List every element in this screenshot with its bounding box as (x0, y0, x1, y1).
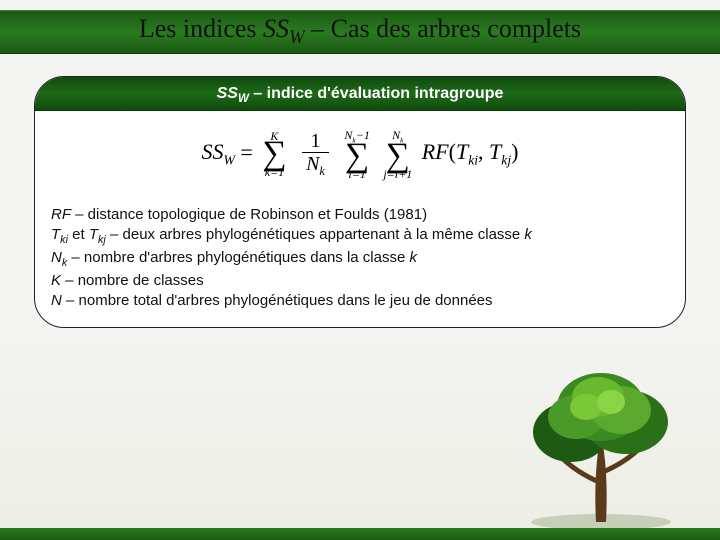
desc-line-1: RF – distance topologique de Robinson et… (51, 205, 669, 225)
f-rparen: ) (511, 139, 518, 164)
tree-icon (506, 362, 696, 532)
f-ss-sub: W (224, 153, 235, 168)
sigma-icon: ∑ (262, 140, 286, 168)
f-ki: ki (468, 153, 478, 168)
title-prefix: Les indices (139, 14, 263, 43)
f-eq: = (240, 139, 258, 164)
card-header: SSW – indice d'évaluation intragroupe (35, 77, 685, 111)
fraction: 1 Nk (302, 131, 329, 177)
content-card: SSW – indice d'évaluation intragroupe SS… (34, 76, 686, 328)
f-ssw: SSW (202, 139, 235, 164)
bottom-bar (0, 528, 720, 540)
desc-line-5: N – nombre total d'arbres phylogénétique… (51, 291, 669, 311)
f-lparen: ( (449, 139, 456, 164)
desc-line-3: Nk – nombre d'arbres phylogénétiques dan… (51, 248, 669, 271)
frac-den-n: N (306, 153, 319, 175)
f-rf: RF (422, 139, 449, 164)
frac-num: 1 (302, 131, 329, 153)
frac-den-sub: k (319, 164, 325, 178)
desc-line-4: K – nombre de classes (51, 271, 669, 291)
sigma-icon: ∑ (383, 142, 412, 170)
slide-title: Les indices SSW – Cas des arbres complet… (0, 14, 720, 49)
title-suffix: – Cas des arbres complets (305, 14, 582, 43)
title-sub-w: W (289, 27, 305, 48)
header-rest: – indice d'évaluation intragroupe (249, 85, 504, 102)
d4-rest: – nombre de classes (61, 272, 204, 289)
header-ss: SS (217, 85, 238, 102)
d3-n: N (51, 249, 62, 266)
d1-rest: – distance topologique de Robinson et Fo… (71, 206, 427, 223)
d2-k: k (524, 226, 532, 243)
d3-k2: k (410, 249, 418, 266)
slide: Les indices SSW – Cas des arbres complet… (0, 0, 720, 540)
d2-kj: kj (98, 234, 106, 246)
header-sub-w: W (238, 93, 249, 105)
title-ss: SS (263, 14, 289, 43)
f-t1: T (456, 139, 468, 164)
d2-t2: T (89, 226, 98, 243)
frac-den: Nk (302, 153, 329, 177)
d3-rest: – nombre d'arbres phylogénétiques dans l… (67, 249, 409, 266)
d2-t1: T (51, 226, 60, 243)
f-rf-term: RF(Tki, Tkj) (422, 139, 519, 164)
d2-and: et (68, 226, 89, 243)
d2-rest: – deux arbres phylogénétiques appartenan… (106, 226, 525, 243)
f-ss: SS (202, 139, 224, 164)
desc-line-2: Tki et Tkj – deux arbres phylogénétiques… (51, 225, 669, 248)
f-comma: , (478, 139, 489, 164)
sum2: Nk−1 ∑ i=1 (344, 129, 369, 180)
d2-ki: ki (60, 234, 68, 246)
description: RF – distance topologique de Robinson et… (51, 205, 669, 311)
d1-rf: RF (51, 206, 71, 223)
sigma-icon: ∑ (344, 142, 369, 170)
f-kj: kj (501, 153, 511, 168)
f-t2: T (489, 139, 501, 164)
sum1-bot: k=1 (262, 166, 286, 178)
sum1: K ∑ k=1 (262, 130, 286, 178)
sum3: Nk ∑ j=i+1 (383, 129, 412, 180)
d5-n: N (51, 292, 62, 309)
d4-k: K (51, 272, 61, 289)
formula: SSW = K ∑ k=1 1 Nk Nk−1 ∑ i=1 Nk ∑ j=i+1 (35, 129, 685, 180)
sum3-bot: j=i+1 (383, 168, 412, 180)
d5-rest: – nombre total d'arbres phylogénétiques … (62, 292, 493, 309)
